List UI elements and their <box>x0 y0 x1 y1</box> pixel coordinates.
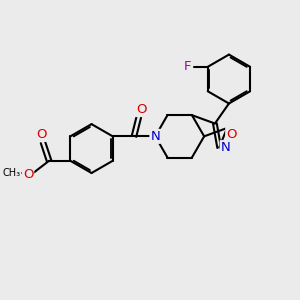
Text: O: O <box>136 103 146 116</box>
Text: O: O <box>226 128 237 141</box>
Text: N: N <box>150 130 160 143</box>
Text: O: O <box>23 168 33 181</box>
Text: CH₃: CH₃ <box>2 168 20 178</box>
Text: N: N <box>220 141 230 154</box>
Text: O: O <box>36 128 47 141</box>
Text: F: F <box>184 60 192 73</box>
